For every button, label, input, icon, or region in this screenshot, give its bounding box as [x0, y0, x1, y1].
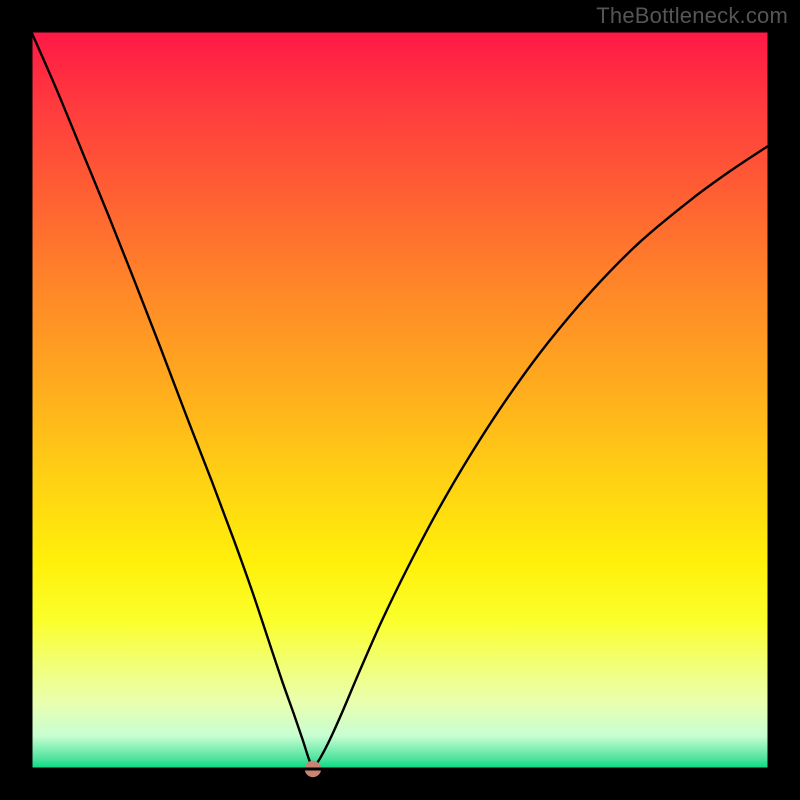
chart-canvas [0, 0, 800, 800]
watermark-text: TheBottleneck.com [596, 3, 788, 29]
plot-area [31, 31, 769, 769]
bottleneck-chart: TheBottleneck.com [0, 0, 800, 800]
